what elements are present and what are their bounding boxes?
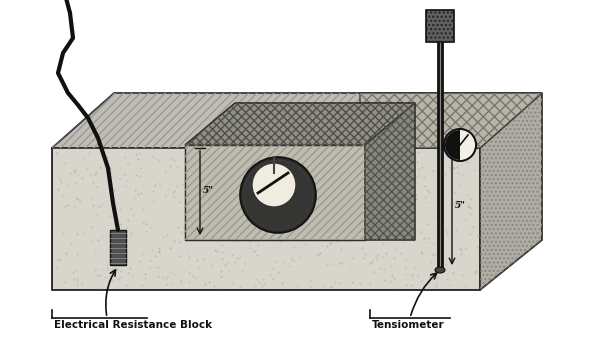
Bar — [438, 30, 442, 268]
Text: Tensiometer: Tensiometer — [372, 320, 445, 330]
Bar — [110, 230, 126, 265]
Polygon shape — [185, 145, 365, 240]
Wedge shape — [445, 130, 460, 160]
Polygon shape — [52, 148, 480, 290]
Circle shape — [252, 163, 296, 207]
Circle shape — [444, 129, 476, 161]
Text: 5": 5" — [203, 186, 214, 195]
Circle shape — [240, 157, 316, 233]
Text: Electrical Resistance Block: Electrical Resistance Block — [54, 320, 212, 330]
Polygon shape — [52, 93, 542, 148]
Polygon shape — [365, 103, 415, 240]
Ellipse shape — [435, 267, 445, 273]
Text: 5": 5" — [455, 201, 466, 210]
Circle shape — [243, 160, 313, 230]
Bar — [426, 10, 454, 42]
Polygon shape — [480, 93, 542, 290]
Polygon shape — [360, 93, 542, 148]
Polygon shape — [185, 103, 415, 145]
Bar — [426, 10, 454, 42]
